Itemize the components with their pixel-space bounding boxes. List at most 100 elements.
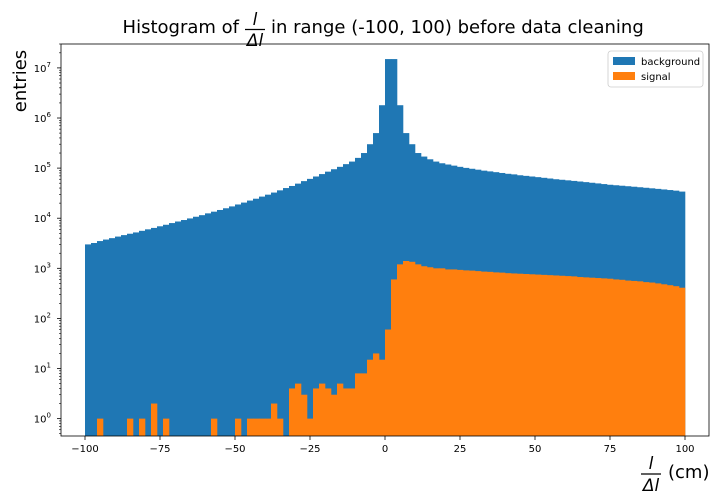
- chart-title: Histogram of l Δl in range (-100, 100) b…: [123, 10, 644, 51]
- bar-signal-95: [655, 283, 662, 436]
- x-tick-label: −100: [71, 444, 98, 455]
- bar-signal-88: [613, 279, 620, 436]
- y-tick-label: 106: [34, 111, 52, 125]
- bar-signal-39: [319, 383, 326, 436]
- bar-signal-42: [337, 383, 344, 436]
- legend-label-background: background: [641, 57, 700, 68]
- bar-signal-98: [673, 286, 680, 436]
- bar-background-35: [295, 183, 302, 436]
- bar-background-23: [223, 208, 230, 436]
- bar-signal-40: [325, 388, 332, 436]
- bar-signal-84: [589, 277, 596, 436]
- bar-background-30: [265, 194, 272, 436]
- bar-signal-41: [331, 394, 338, 436]
- bar-signal-47: [367, 359, 374, 436]
- y-tick-label: 102: [34, 311, 51, 325]
- x-axis-label: l Δl (cm): [641, 454, 710, 496]
- bar-signal-50: [385, 329, 392, 436]
- y-tick-label: 104: [34, 211, 52, 225]
- bar-signal-76: [541, 274, 548, 436]
- bar-signal-75: [535, 274, 542, 436]
- x-tick-label: 100: [675, 444, 694, 455]
- bar-signal-29: [259, 418, 266, 436]
- bar-signal-86: [601, 278, 608, 436]
- title-prefix: Histogram of: [123, 17, 240, 38]
- bar-signal-73: [523, 274, 530, 436]
- bar-signal-66: [481, 271, 488, 436]
- y-tick-label: 105: [34, 161, 51, 175]
- bar-signal-35: [295, 383, 302, 436]
- bar-signal-32: [277, 418, 284, 436]
- bar-signal-78: [553, 275, 560, 436]
- bar-background-16: [181, 220, 188, 436]
- bar-signal-65: [475, 271, 482, 436]
- bar-signal-63: [463, 270, 470, 436]
- bar-background-45: [355, 157, 362, 436]
- bar-signal-44: [349, 388, 356, 436]
- bar-background-46: [361, 153, 368, 436]
- bar-signal-9: [139, 418, 146, 436]
- bar-signal-25: [235, 418, 242, 436]
- bar-signal-52: [397, 264, 404, 436]
- bar-signal-67: [487, 271, 494, 436]
- bar-background-13: [163, 224, 170, 436]
- bar-background-50: [385, 59, 392, 436]
- x-tick-label: −50: [224, 444, 245, 455]
- bar-signal-11: [151, 403, 158, 436]
- bar-background-33: [283, 188, 290, 436]
- legend-swatch-background: [613, 57, 635, 65]
- bar-background-44: [349, 161, 356, 436]
- bar-signal-21: [211, 418, 218, 436]
- bar-signal-81: [571, 276, 578, 436]
- bar-background-20: [205, 213, 212, 436]
- title-fraction-numerator: l: [253, 10, 258, 30]
- bar-background-6: [121, 235, 128, 436]
- bar-background-38: [313, 176, 320, 436]
- bar-signal-74: [529, 274, 536, 436]
- bar-background-31: [271, 192, 278, 436]
- title-suffix: in range (-100, 100) before data cleanin…: [271, 17, 644, 38]
- bar-signal-89: [619, 279, 626, 436]
- bar-background-21: [211, 211, 218, 436]
- bar-background-51: [391, 59, 398, 436]
- bar-background-29: [259, 196, 266, 436]
- bar-signal-72: [517, 273, 524, 436]
- title-fraction-denominator: Δl: [245, 31, 264, 51]
- bar-background-37: [307, 178, 314, 436]
- bar-signal-79: [559, 275, 566, 436]
- bar-signal-13: [163, 418, 170, 436]
- bar-signal-85: [595, 278, 602, 436]
- bar-background-40: [325, 171, 332, 436]
- bar-signal-48: [373, 353, 380, 436]
- bar-signal-38: [313, 388, 320, 436]
- bar-signal-96: [661, 284, 668, 436]
- bar-signal-53: [403, 261, 410, 436]
- bar-signal-93: [643, 282, 650, 436]
- bar-background-19: [199, 215, 206, 436]
- bar-signal-27: [247, 418, 254, 436]
- bar-background-25: [235, 204, 242, 436]
- x-axis-ticks: −100 −75 −50 −25 0 25 50 75 100: [71, 436, 695, 455]
- bar-signal-56: [421, 266, 428, 436]
- bar-signal-28: [253, 418, 260, 436]
- x-tick-label: 0: [382, 444, 388, 455]
- series-signal-bars: [97, 261, 686, 436]
- bar-signal-30: [265, 418, 272, 436]
- legend-label-signal: signal: [641, 72, 671, 83]
- bar-background-27: [247, 200, 254, 436]
- bar-background-2: [97, 241, 104, 436]
- bar-signal-51: [391, 279, 398, 436]
- bar-signal-92: [637, 281, 644, 436]
- bar-signal-7: [127, 418, 134, 436]
- bar-signal-55: [415, 264, 422, 436]
- bar-signal-34: [289, 388, 296, 436]
- bar-signal-58: [433, 268, 440, 436]
- bar-background-1: [91, 243, 98, 436]
- bar-background-8: [133, 232, 140, 436]
- bar-background-36: [301, 181, 308, 436]
- bar-background-32: [277, 190, 284, 436]
- bar-background-0: [85, 244, 92, 436]
- bar-background-47: [367, 144, 374, 436]
- bar-signal-64: [469, 270, 476, 436]
